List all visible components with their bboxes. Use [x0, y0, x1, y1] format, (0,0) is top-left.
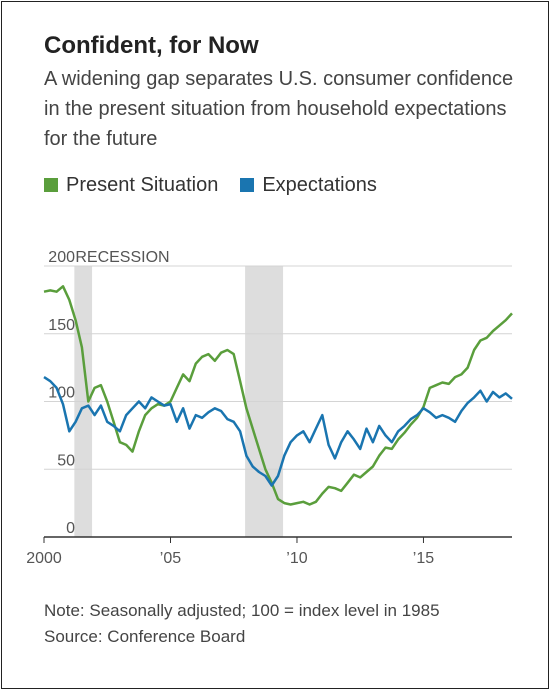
note-text: Note: Seasonally adjusted; 100 = index l… [44, 601, 440, 620]
y-tick-label-200: 200 [48, 249, 75, 266]
legend: Present Situation Expectations [44, 172, 399, 198]
y-tick-label-0: 0 [66, 520, 75, 537]
legend-label-expectations: Expectations [262, 173, 377, 196]
x-tick-label-2005: ’05 [160, 550, 181, 567]
series-line-present-situation [43, 285, 513, 506]
x-tick-label-2010: ’10 [286, 550, 307, 567]
legend-swatch-blue [240, 178, 255, 192]
legend-item-present-situation: Present Situation [44, 174, 218, 197]
x-tick-label-2000: 2000 [26, 550, 62, 567]
y-tick-label-50: 50 [57, 452, 75, 469]
footnote: Note: Seasonally adjusted; 100 = index l… [44, 598, 440, 650]
legend-swatch-green [44, 178, 58, 192]
y-tick-label-150: 150 [48, 317, 75, 334]
series-line-expectations [43, 376, 513, 487]
source-text: Source: Conference Board [44, 627, 246, 646]
chart-title: Confident, for Now [44, 32, 259, 59]
legend-label-present-situation: Present Situation [66, 173, 219, 196]
line-chart: RECESSION 0 50 100 150 200 2000 ’05 ’10 ’15 [26, 249, 513, 567]
legend-item-expectations: Expectations [240, 174, 377, 197]
recession-label: RECESSION [75, 249, 169, 266]
x-tick-label-2015: ’15 [413, 550, 434, 567]
chart-subtitle: A widening gap separates U.S. consumer c… [44, 68, 514, 150]
y-tick-label-100: 100 [48, 385, 75, 402]
